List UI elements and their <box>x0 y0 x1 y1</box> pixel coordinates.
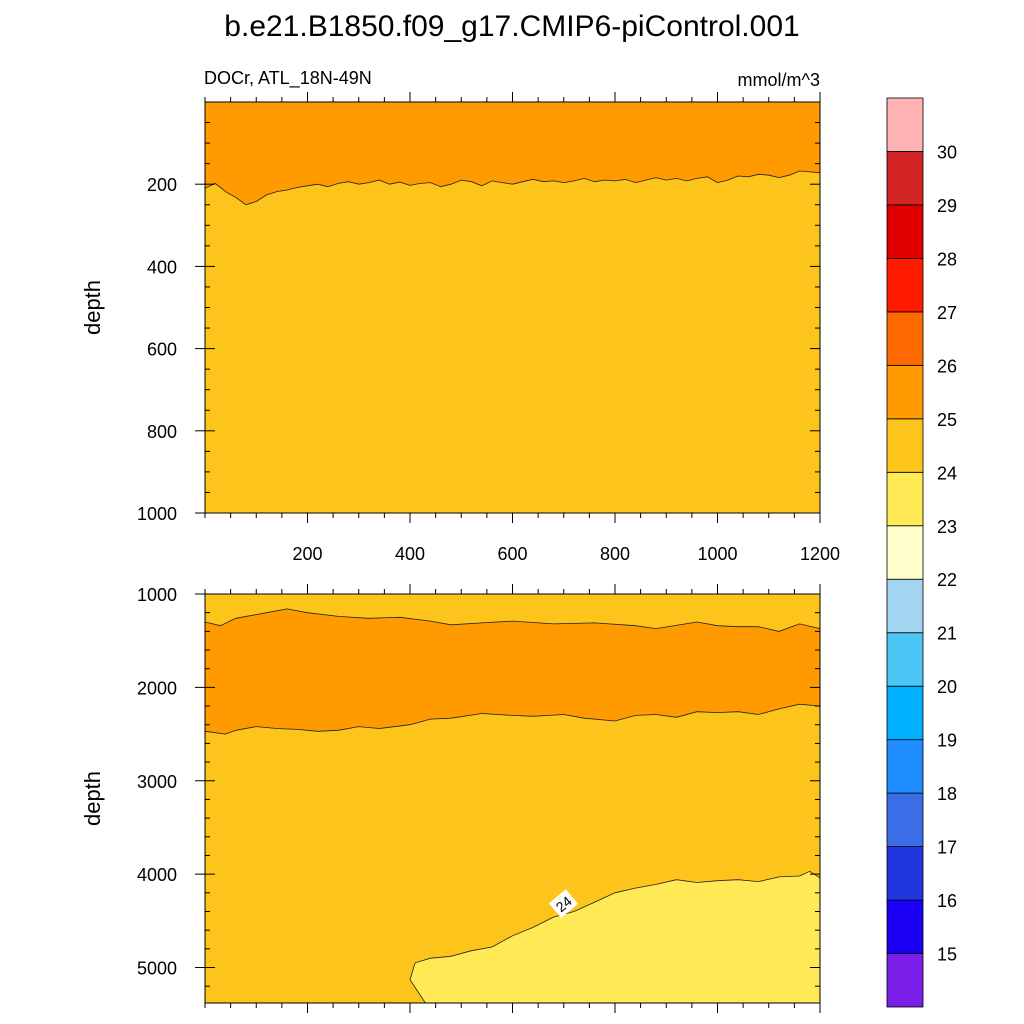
y-axis-label: depth <box>80 280 105 335</box>
contour-label-24: 24 <box>548 889 578 918</box>
colorbar-swatch <box>886 204 924 259</box>
y-tick-label: 1000 <box>137 504 177 524</box>
colorbar-swatch <box>886 792 924 847</box>
y-tick-label: 4000 <box>137 865 177 885</box>
colorbar: 15 16 17 18 19 20 21 22 23 24 25 26 27 28 29 30 <box>886 97 957 1008</box>
y-axis-label: depth <box>80 771 105 826</box>
upper-panel: 200 400 600 800 1000 1200 200 400 600 800 1000 dept… <box>80 92 840 564</box>
colorbar-label: 30 <box>937 142 957 162</box>
y-tick-label: 3000 <box>137 772 177 792</box>
fill-23-24 <box>410 871 820 1003</box>
x-tick-label: 1200 <box>800 544 840 564</box>
colorbar-label: 17 <box>937 838 957 858</box>
colorbar-label: 22 <box>937 570 957 590</box>
lower-panel: 24 1000 2000 3000 4000 5000 depth <box>80 584 821 1013</box>
colorbar-swatch <box>886 418 924 473</box>
colorbar-swatch <box>886 632 924 687</box>
fill-25-26 <box>205 608 820 735</box>
colorbar-swatch <box>886 311 924 366</box>
colorbar-label: 25 <box>937 410 957 430</box>
colorbar-label: 21 <box>937 624 957 644</box>
colorbar-swatch <box>886 739 924 794</box>
colorbar-label: 23 <box>937 517 957 537</box>
colorbar-label: 24 <box>937 463 957 483</box>
colorbar-label: 29 <box>937 196 957 216</box>
y-tick-label: 200 <box>147 175 177 195</box>
colorbar-label: 28 <box>937 249 957 269</box>
colorbar-label: 16 <box>937 891 957 911</box>
x-tick-label: 200 <box>292 544 322 564</box>
contour-line-25-top <box>204 608 821 632</box>
colorbar-label: 15 <box>937 945 957 965</box>
colorbar-label: 20 <box>937 677 957 697</box>
colorbar-label: 26 <box>937 356 957 376</box>
y-tick-label: 600 <box>147 340 177 360</box>
colorbar-swatch <box>886 953 924 1008</box>
contour-label-bg <box>548 889 578 918</box>
colorbar-swatch <box>886 685 924 741</box>
y-tick-label: 1000 <box>137 585 177 605</box>
colorbar-label: 19 <box>937 731 957 751</box>
y-tick-label: 5000 <box>137 959 177 979</box>
x-tick-label: 600 <box>497 544 527 564</box>
contour-line-25-bottom <box>204 703 821 735</box>
colorbar-swatch <box>886 525 924 580</box>
colorbar-swatch <box>886 151 924 206</box>
chart-title: b.e21.B1850.f09_g17.CMIP6-piControl.001 <box>224 10 799 43</box>
contour-line-25 <box>204 170 821 206</box>
colorbar-label: 27 <box>937 303 957 323</box>
y-tick-label: 2000 <box>137 678 177 698</box>
colorbar-swatch <box>886 578 924 634</box>
y-tick-label: 800 <box>147 422 177 442</box>
fill-25-26 <box>205 102 820 205</box>
units-label: mmol/m^3 <box>738 70 820 90</box>
colorbar-label: 18 <box>937 784 957 804</box>
x-tick-label: 800 <box>600 544 630 564</box>
x-tick-label: 1000 <box>697 544 737 564</box>
colorbar-swatch <box>886 258 924 313</box>
x-tick-label: 400 <box>395 544 425 564</box>
colorbar-swatch <box>886 899 924 954</box>
contour-line-24 <box>409 870 821 1004</box>
colorbar-swatch <box>886 471 924 527</box>
colorbar-swatch <box>886 846 924 901</box>
y-tick-label: 400 <box>147 257 177 277</box>
colorbar-swatch <box>886 364 924 420</box>
colorbar-swatch <box>886 97 924 152</box>
variable-label: DOCr, ATL_18N-49N <box>204 68 372 89</box>
